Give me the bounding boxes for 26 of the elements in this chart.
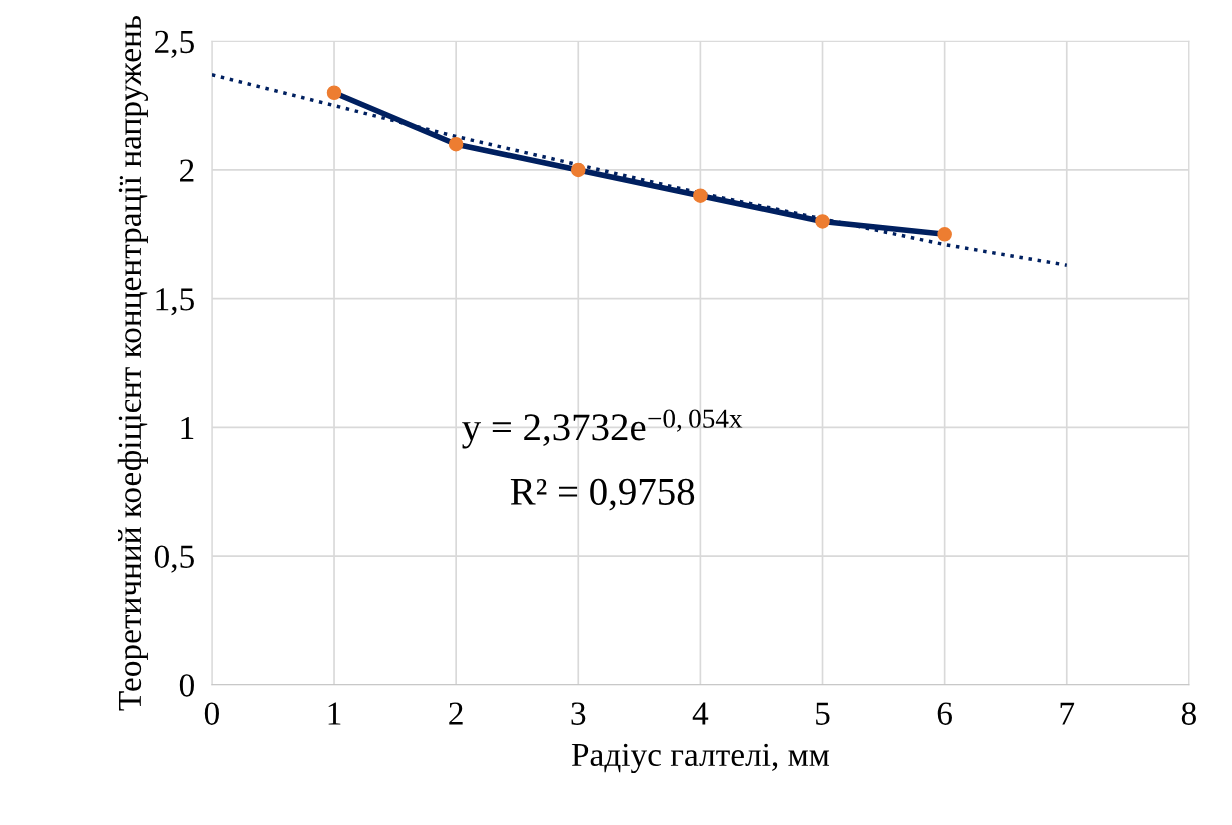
- y-tick-label: 2: [180, 159, 194, 182]
- y-axis-title: Теоретичний коефіцієнт концентрації напружень: [117, 15, 149, 711]
- point: [815, 214, 830, 229]
- y-tick-label: 2,5: [155, 30, 194, 58]
- x-tick-label: 3: [571, 702, 586, 725]
- y-tick-label: 0: [179, 674, 194, 697]
- y-tick-label: 0,5: [154, 545, 194, 573]
- point: [693, 188, 708, 203]
- line-series: [211, 72, 1069, 267]
- x-tick-label: 7: [1060, 702, 1075, 725]
- y-tick-label: 1: [181, 416, 194, 439]
- point: [326, 85, 342, 101]
- annotation: y = 2,3732e$^{−0,054x}$: [462, 409, 743, 449]
- x-tick-label: 8: [1181, 702, 1196, 725]
- x-tick-label: 0: [204, 702, 219, 725]
- x-tick-label: 6: [937, 702, 952, 725]
- y-tick-label: 1,5: [156, 288, 194, 316]
- x-axis-title: Радіус галтелі, мм: [571, 743, 830, 773]
- annotation: R² = 0,9758: [510, 478, 695, 511]
- point: [570, 162, 586, 178]
- x-tick-label: 5: [816, 702, 830, 725]
- point: [448, 136, 464, 152]
- x-tick-label: 2: [449, 702, 463, 725]
- x-tick-label: 4: [692, 702, 709, 725]
- point: [937, 227, 952, 242]
- x-tick-label: 1: [328, 702, 341, 725]
